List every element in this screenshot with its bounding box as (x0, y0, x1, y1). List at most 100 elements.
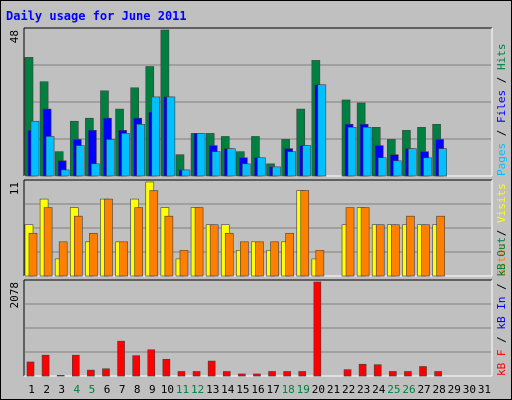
bar-pages-day-19 (302, 145, 312, 177)
bar-sites-day-15 (240, 241, 249, 277)
bar-sites-day-2 (43, 207, 53, 277)
bar-sites-day-7 (119, 241, 128, 277)
x-tick-label: 6 (104, 383, 111, 396)
x-axis-labels: 1 2 3 4 5 6 7 8 9 10 11 12 13 14 15 16 17 18 19 20 21 22 23 24 2… (28, 383, 491, 396)
legend-part: Visits (495, 183, 508, 223)
bar-sites-day-18 (285, 232, 294, 277)
bar-pages-day-11 (181, 169, 191, 177)
bar-kb-f-day-1 (26, 361, 35, 377)
bar-kb-f-day-27 (419, 366, 427, 377)
bar-sites-day-25 (391, 224, 400, 277)
bar-kb-f-day-6 (102, 368, 110, 377)
bar-kb-f-day-7 (117, 340, 125, 377)
bar-kb-f-day-12 (192, 371, 201, 377)
bar-kb-f-day-23 (358, 363, 367, 377)
x-tick-label: 30 (463, 383, 476, 396)
x-tick-label: 22 (342, 383, 355, 396)
bar-sites-day-3 (58, 241, 68, 277)
y-max-label: 11 (8, 182, 21, 195)
x-tick-label: 18 (282, 383, 295, 396)
bar-pages-day-9 (151, 96, 161, 177)
bar-kb-f-day-28 (434, 371, 442, 377)
bar-kb-f-day-8 (132, 355, 140, 377)
bar-pages-day-13 (211, 151, 221, 177)
x-tick-label: 12 (191, 383, 204, 396)
bar-pages-day-28 (438, 148, 447, 177)
bar-kb-f-day-15 (238, 373, 246, 377)
bar-pages-day-26 (408, 148, 417, 177)
bar-kb-f-day-4 (71, 354, 80, 377)
y-max-label: 2078 (8, 282, 21, 309)
bar-pages-day-23 (362, 127, 372, 177)
x-tick-label: 10 (161, 383, 174, 396)
bar-kb-f-day-18 (283, 371, 291, 377)
bar-pages-day-5 (91, 163, 100, 177)
bar-sites-day-19 (300, 190, 310, 277)
y-max-label: 48 (8, 30, 21, 43)
bar-pages-day-12 (196, 133, 206, 177)
bar-kb-f-day-19 (298, 371, 307, 377)
legend-part: / (495, 330, 508, 350)
bar-kb-f-day-3 (56, 375, 65, 377)
x-tick-label: 13 (206, 383, 219, 396)
bar-pages-day-25 (393, 160, 402, 177)
legend-part: / (495, 277, 508, 297)
series-legend-label: Pages / Files / Hits (495, 44, 508, 177)
x-tick-label: 5 (89, 383, 96, 396)
bar-pages-day-18 (287, 151, 296, 177)
x-tick-label: 11 (176, 383, 189, 396)
bar-sites-day-5 (89, 232, 98, 277)
x-tick-label: 25 (387, 383, 400, 396)
x-tick-label: 16 (251, 383, 264, 396)
bar-pages-day-2 (45, 136, 55, 177)
bar-kb-f-day-11 (177, 371, 186, 377)
legend-part: kB Out (495, 237, 508, 277)
x-tick-label: 3 (58, 383, 65, 396)
bar-sites-day-13 (209, 224, 219, 277)
bar-pages-day-17 (272, 166, 281, 177)
x-tick-label: 8 (134, 383, 141, 396)
panel-hits-files-pages: 48 Pages / Files / Hits (8, 27, 508, 177)
x-tick-label: 28 (433, 383, 446, 396)
bar-kb-f-day-9 (147, 349, 156, 377)
x-tick-label: 17 (266, 383, 279, 396)
x-tick-label: 29 (448, 383, 461, 396)
panels: 48 Pages / Files / Hits 11 Sites / Visits 20… (8, 27, 508, 377)
legend-part: Sites (495, 243, 508, 276)
bar-sites-day-6 (104, 198, 113, 277)
legend-part: Files (495, 90, 508, 123)
chart-title: Daily usage for June 2011 (6, 9, 187, 23)
bar-sites-day-9 (149, 190, 159, 277)
bar-sites-day-16 (255, 241, 264, 277)
x-tick-label: 7 (119, 383, 126, 396)
bar-sites-day-26 (406, 215, 415, 277)
x-tick-label: 1 (28, 383, 35, 396)
x-tick-label: 21 (327, 383, 340, 396)
bar-kb-f-day-2 (41, 354, 50, 377)
bar-pages-day-16 (257, 157, 266, 177)
bar-kb-f-day-26 (404, 371, 412, 377)
bar-pages-day-10 (166, 96, 176, 177)
bar-kb-f-day-10 (162, 358, 171, 377)
bar-kb-f-day-16 (253, 373, 261, 377)
bar-kb-f-day-14 (222, 371, 231, 377)
bar-sites-day-27 (421, 224, 430, 277)
x-tick-label: 15 (236, 383, 249, 396)
legend-part: / (495, 70, 508, 90)
bar-kb-f-day-13 (207, 360, 216, 377)
bar-sites-day-8 (134, 207, 143, 277)
series-legend-label: kB F / kB In / kB Out (495, 237, 508, 376)
bar-sites-day-1 (28, 232, 38, 277)
x-tick-label: 27 (417, 383, 430, 396)
x-tick-label: 23 (357, 383, 370, 396)
bar-kb-f-day-25 (389, 371, 397, 377)
legend-part: Hits (495, 44, 508, 71)
legend-part: / (495, 123, 508, 143)
bar-pages-day-27 (423, 157, 432, 177)
bar-sites-day-10 (164, 215, 174, 277)
x-tick-label: 4 (74, 383, 81, 396)
x-tick-label: 14 (221, 383, 235, 396)
bar-pages-day-14 (226, 148, 236, 177)
bar-pages-day-22 (347, 127, 357, 177)
